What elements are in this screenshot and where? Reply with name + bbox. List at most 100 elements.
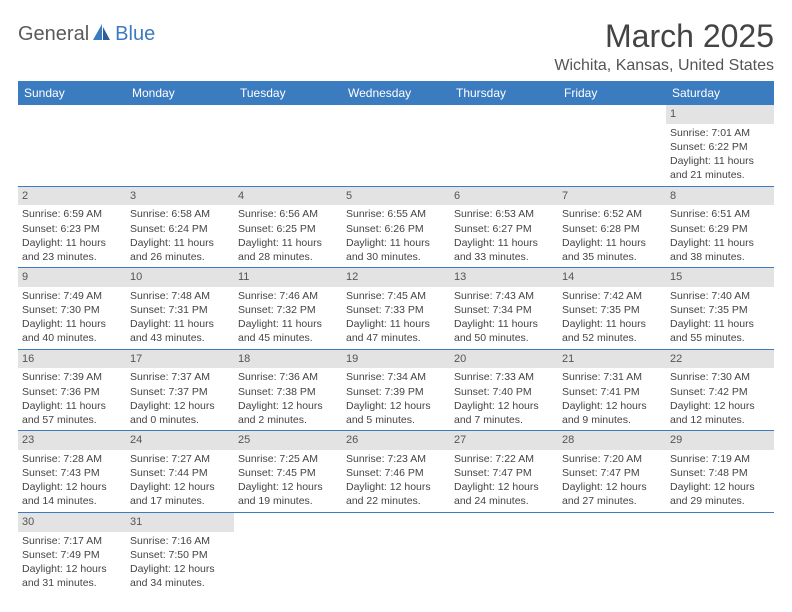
daylight-line: Daylight: 11 hours and 38 minutes. xyxy=(670,236,770,264)
daylight-line: Daylight: 11 hours and 55 minutes. xyxy=(670,317,770,345)
calendar-cell xyxy=(234,105,342,186)
sunrise-line: Sunrise: 7:37 AM xyxy=(130,370,230,384)
calendar-row: 1Sunrise: 7:01 AMSunset: 6:22 PMDaylight… xyxy=(18,105,774,186)
sunset-line: Sunset: 6:24 PM xyxy=(130,222,230,236)
page-header: General Blue March 2025 Wichita, Kansas,… xyxy=(18,18,774,75)
daylight-line: Daylight: 11 hours and 33 minutes. xyxy=(454,236,554,264)
daylight-line: Daylight: 12 hours and 22 minutes. xyxy=(346,480,446,508)
sunset-line: Sunset: 7:32 PM xyxy=(238,303,338,317)
daylight-line: Daylight: 11 hours and 43 minutes. xyxy=(130,317,230,345)
day-number: 28 xyxy=(558,431,666,450)
day-number: 13 xyxy=(450,268,558,287)
sunset-line: Sunset: 7:44 PM xyxy=(130,466,230,480)
calendar-header-row: SundayMondayTuesdayWednesdayThursdayFrid… xyxy=(18,81,774,105)
sunset-line: Sunset: 7:41 PM xyxy=(562,385,662,399)
day-number: 11 xyxy=(234,268,342,287)
calendar-row: 16Sunrise: 7:39 AMSunset: 7:36 PMDayligh… xyxy=(18,349,774,431)
calendar-cell: 9Sunrise: 7:49 AMSunset: 7:30 PMDaylight… xyxy=(18,268,126,350)
daylight-line: Daylight: 12 hours and 5 minutes. xyxy=(346,399,446,427)
day-number: 18 xyxy=(234,350,342,369)
sunset-line: Sunset: 6:29 PM xyxy=(670,222,770,236)
brand-part2: Blue xyxy=(115,23,155,46)
calendar-body: 1Sunrise: 7:01 AMSunset: 6:22 PMDaylight… xyxy=(18,105,774,593)
calendar-cell xyxy=(234,512,342,593)
sunset-line: Sunset: 7:43 PM xyxy=(22,466,122,480)
calendar-cell xyxy=(450,105,558,186)
day-number: 30 xyxy=(18,513,126,532)
calendar-cell: 30Sunrise: 7:17 AMSunset: 7:49 PMDayligh… xyxy=(18,512,126,593)
daylight-line: Daylight: 11 hours and 30 minutes. xyxy=(346,236,446,264)
calendar-cell xyxy=(342,105,450,186)
daylight-line: Daylight: 12 hours and 14 minutes. xyxy=(22,480,122,508)
day-number: 1 xyxy=(666,105,774,124)
sunset-line: Sunset: 6:26 PM xyxy=(346,222,446,236)
sunrise-line: Sunrise: 7:22 AM xyxy=(454,452,554,466)
calendar-cell: 23Sunrise: 7:28 AMSunset: 7:43 PMDayligh… xyxy=(18,431,126,513)
sunset-line: Sunset: 7:34 PM xyxy=(454,303,554,317)
month-title: March 2025 xyxy=(554,18,774,55)
calendar-row: 2Sunrise: 6:59 AMSunset: 6:23 PMDaylight… xyxy=(18,186,774,268)
daylight-line: Daylight: 12 hours and 19 minutes. xyxy=(238,480,338,508)
calendar-header-cell: Saturday xyxy=(666,81,774,105)
daylight-line: Daylight: 12 hours and 9 minutes. xyxy=(562,399,662,427)
calendar-cell xyxy=(18,105,126,186)
day-number: 21 xyxy=(558,350,666,369)
daylight-line: Daylight: 11 hours and 35 minutes. xyxy=(562,236,662,264)
sunrise-line: Sunrise: 7:48 AM xyxy=(130,289,230,303)
calendar-cell: 1Sunrise: 7:01 AMSunset: 6:22 PMDaylight… xyxy=(666,105,774,186)
sunset-line: Sunset: 6:22 PM xyxy=(670,140,770,154)
calendar-cell: 15 Sunrise: 7:40 AMSunset: 7:35 PMDayligh… xyxy=(666,268,774,350)
calendar-cell: 3Sunrise: 6:58 AMSunset: 6:24 PMDaylight… xyxy=(126,186,234,268)
day-number: 27 xyxy=(450,431,558,450)
day-number: 23 xyxy=(18,431,126,450)
sunrise-line: Sunrise: 6:55 AM xyxy=(346,207,446,221)
calendar-cell: 26Sunrise: 7:23 AMSunset: 7:46 PMDayligh… xyxy=(342,431,450,513)
sunrise-line: Sunrise: 7:30 AM xyxy=(670,370,770,384)
calendar-cell: 25Sunrise: 7:25 AMSunset: 7:45 PMDayligh… xyxy=(234,431,342,513)
day-number: 15 xyxy=(666,268,774,287)
calendar-header-cell: Friday xyxy=(558,81,666,105)
calendar-cell: 19Sunrise: 7:34 AMSunset: 7:39 PMDayligh… xyxy=(342,349,450,431)
sunset-line: Sunset: 6:25 PM xyxy=(238,222,338,236)
sunset-line: Sunset: 7:48 PM xyxy=(670,466,770,480)
sunrise-line: Sunrise: 7:36 AM xyxy=(238,370,338,384)
sail-icon xyxy=(91,22,113,47)
sunrise-line: Sunrise: 7:33 AM xyxy=(454,370,554,384)
day-number: 31 xyxy=(126,513,234,532)
sunset-line: Sunset: 7:35 PM xyxy=(670,303,770,317)
daylight-line: Daylight: 11 hours and 52 minutes. xyxy=(562,317,662,345)
daylight-line: Daylight: 11 hours and 47 minutes. xyxy=(346,317,446,345)
calendar-cell xyxy=(126,105,234,186)
daylight-line: Daylight: 12 hours and 17 minutes. xyxy=(130,480,230,508)
sunrise-line: Sunrise: 7:19 AM xyxy=(670,452,770,466)
calendar-cell: 13Sunrise: 7:43 AMSunset: 7:34 PMDayligh… xyxy=(450,268,558,350)
day-number: 12 xyxy=(342,268,450,287)
day-number: 20 xyxy=(450,350,558,369)
sunrise-line: Sunrise: 7:20 AM xyxy=(562,452,662,466)
daylight-line: Daylight: 12 hours and 2 minutes. xyxy=(238,399,338,427)
daylight-line: Daylight: 11 hours and 23 minutes. xyxy=(22,236,122,264)
sunset-line: Sunset: 7:46 PM xyxy=(346,466,446,480)
daylight-line: Daylight: 11 hours and 45 minutes. xyxy=(238,317,338,345)
sunset-line: Sunset: 7:39 PM xyxy=(346,385,446,399)
sunrise-line: Sunrise: 7:42 AM xyxy=(562,289,662,303)
day-number: 9 xyxy=(18,268,126,287)
sunset-line: Sunset: 7:42 PM xyxy=(670,385,770,399)
sunrise-line: Sunrise: 7:45 AM xyxy=(346,289,446,303)
daylight-line: Daylight: 12 hours and 7 minutes. xyxy=(454,399,554,427)
sunset-line: Sunset: 6:23 PM xyxy=(22,222,122,236)
day-number: 25 xyxy=(234,431,342,450)
sunrise-line: Sunrise: 7:39 AM xyxy=(22,370,122,384)
calendar-row: 23Sunrise: 7:28 AMSunset: 7:43 PMDayligh… xyxy=(18,431,774,513)
calendar-cell xyxy=(450,512,558,593)
sunrise-line: Sunrise: 7:40 AM xyxy=(670,289,770,303)
day-number: 8 xyxy=(666,187,774,206)
day-number: 26 xyxy=(342,431,450,450)
daylight-line: Daylight: 11 hours and 50 minutes. xyxy=(454,317,554,345)
daylight-line: Daylight: 12 hours and 27 minutes. xyxy=(562,480,662,508)
day-number: 4 xyxy=(234,187,342,206)
day-number: 5 xyxy=(342,187,450,206)
daylight-line: Daylight: 12 hours and 31 minutes. xyxy=(22,562,122,590)
title-block: March 2025 Wichita, Kansas, United State… xyxy=(554,18,774,75)
sunset-line: Sunset: 7:40 PM xyxy=(454,385,554,399)
